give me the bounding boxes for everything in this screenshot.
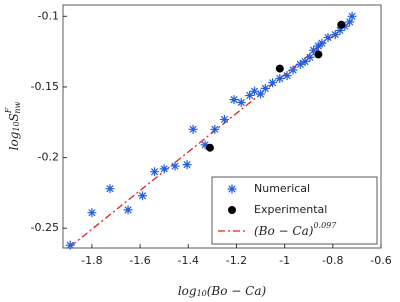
point (236, 97, 246, 107)
point (87, 208, 97, 218)
point (150, 167, 160, 177)
point (337, 20, 346, 29)
x-tick-label: -0.8 (322, 254, 343, 267)
x-tick-label: -1 (279, 254, 290, 267)
point (219, 114, 229, 124)
x-tick-label: -1.6 (129, 254, 150, 267)
legend-label: (Bo − Ca)0.097 (254, 221, 337, 238)
y-axis-label: log10SFnw (4, 101, 22, 150)
legend-label: Experimental (254, 203, 327, 216)
y-tick-label: -0.1 (38, 9, 59, 22)
point (347, 11, 357, 21)
y-tick-label: -0.2 (38, 151, 59, 164)
x-tick-label: -0.6 (370, 254, 391, 267)
y-tick-label: -0.25 (31, 221, 59, 234)
series (205, 20, 346, 152)
legend-marker (228, 206, 236, 214)
point (105, 184, 115, 194)
point (229, 95, 239, 105)
point (335, 25, 345, 35)
y-tick-label: -0.15 (31, 80, 59, 93)
x-tick-label: -1.4 (178, 254, 199, 267)
point (323, 32, 333, 42)
plot-frame (62, 4, 382, 249)
point (260, 83, 270, 93)
point (205, 143, 214, 152)
point (275, 73, 285, 83)
series (65, 11, 357, 250)
point (305, 52, 315, 62)
point (330, 30, 340, 40)
x-tick-label: -1.8 (81, 254, 102, 267)
point (317, 38, 327, 48)
point (309, 45, 319, 55)
legend-marker (227, 184, 237, 194)
legend: Numerical Experimental (Bo − Ca)0.097 (211, 176, 378, 245)
point (300, 57, 310, 67)
point (159, 164, 169, 174)
point (138, 191, 147, 201)
point (314, 50, 323, 59)
point (123, 205, 133, 215)
point (182, 160, 192, 170)
legend-box (211, 176, 378, 245)
point (256, 89, 266, 99)
point (282, 71, 292, 81)
point (170, 161, 180, 171)
point (345, 17, 355, 27)
legend-label-sup: 0.097 (313, 221, 337, 230)
point (200, 140, 210, 150)
point (245, 90, 255, 100)
point (210, 124, 220, 134)
legend-label-base: (Bo − Ca) (254, 224, 314, 238)
x-tick-label: -1.2 (226, 254, 247, 267)
point (188, 124, 198, 134)
point (275, 64, 284, 73)
point (250, 86, 260, 96)
legend-label: Numerical (254, 182, 310, 195)
point (268, 78, 278, 88)
point (65, 240, 75, 250)
x-axis-label: log10(Bo − Ca) (178, 284, 267, 299)
point (313, 41, 323, 51)
point (295, 59, 305, 69)
point (288, 65, 298, 75)
